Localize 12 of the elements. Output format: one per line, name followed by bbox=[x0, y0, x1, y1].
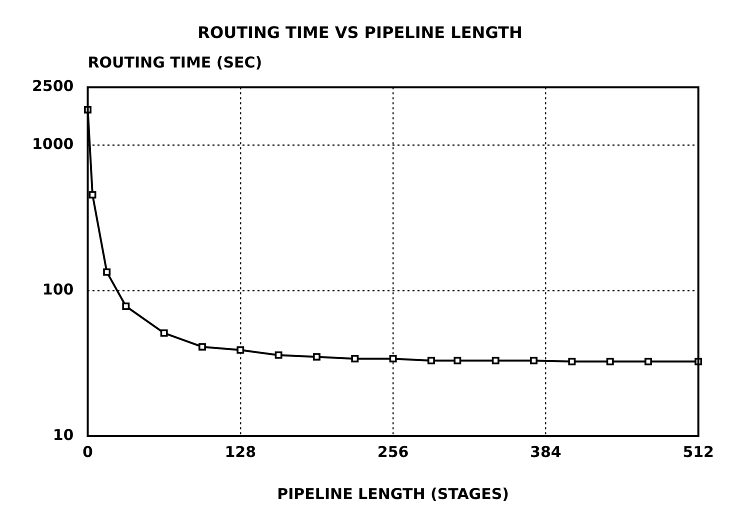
y-tick-label: 100 bbox=[42, 280, 74, 298]
x-tick-label: 0 bbox=[82, 442, 93, 461]
y-axis-title: ROUTING TIME (SEC) bbox=[88, 54, 262, 72]
x-tick-label: 256 bbox=[377, 442, 409, 461]
y-tick-label: 10 bbox=[52, 426, 74, 444]
chart-title: ROUTING TIME VS PIPELINE LENGTH bbox=[198, 22, 522, 42]
x-tick-label: 512 bbox=[682, 442, 714, 461]
x-axis-title: PIPELINE LENGTH (STAGES) bbox=[277, 484, 510, 503]
x-tick-label: 128 bbox=[224, 442, 256, 461]
y-tick-label: 1000 bbox=[32, 134, 74, 153]
y-tick-label: 2500 bbox=[32, 77, 74, 96]
x-tick-label: 384 bbox=[530, 442, 562, 461]
